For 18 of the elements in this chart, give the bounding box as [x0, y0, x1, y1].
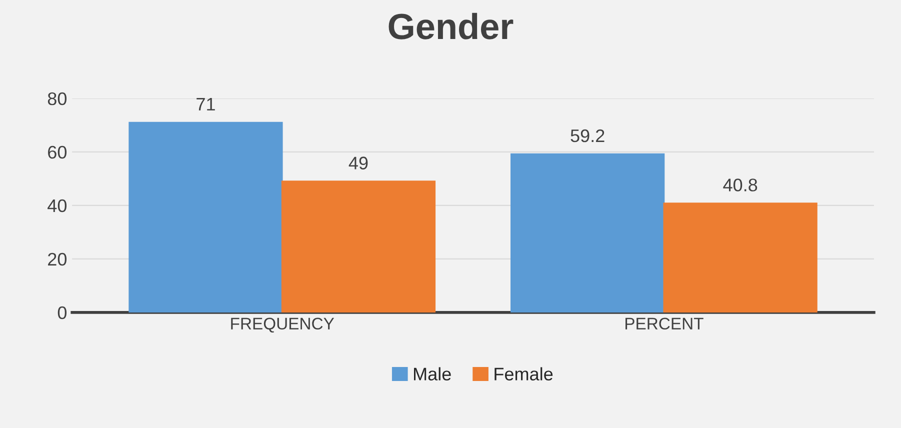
legend-label: Female [494, 367, 553, 380]
data-label: 71 [196, 98, 215, 110]
y-tick-label: 40 [48, 199, 67, 212]
y-tick-label: 20 [48, 252, 67, 266]
bar [281, 180, 436, 312]
legend-label: Male [414, 367, 451, 380]
data-label: 40.8 [723, 178, 758, 192]
chart-title: Gender [388, 12, 514, 40]
x-tick-label: PERCENT [626, 318, 704, 330]
y-tick-label: 60 [48, 146, 67, 159]
data-label: 49 [348, 156, 368, 170]
bar [663, 202, 818, 312]
y-tick-label: 0 [58, 306, 67, 320]
x-tick-label: FREQUENCY [231, 318, 334, 333]
y-tick-label: 80 [48, 92, 67, 106]
bar [510, 153, 665, 312]
bar [128, 122, 283, 312]
data-label: 59.2 [570, 129, 604, 142]
